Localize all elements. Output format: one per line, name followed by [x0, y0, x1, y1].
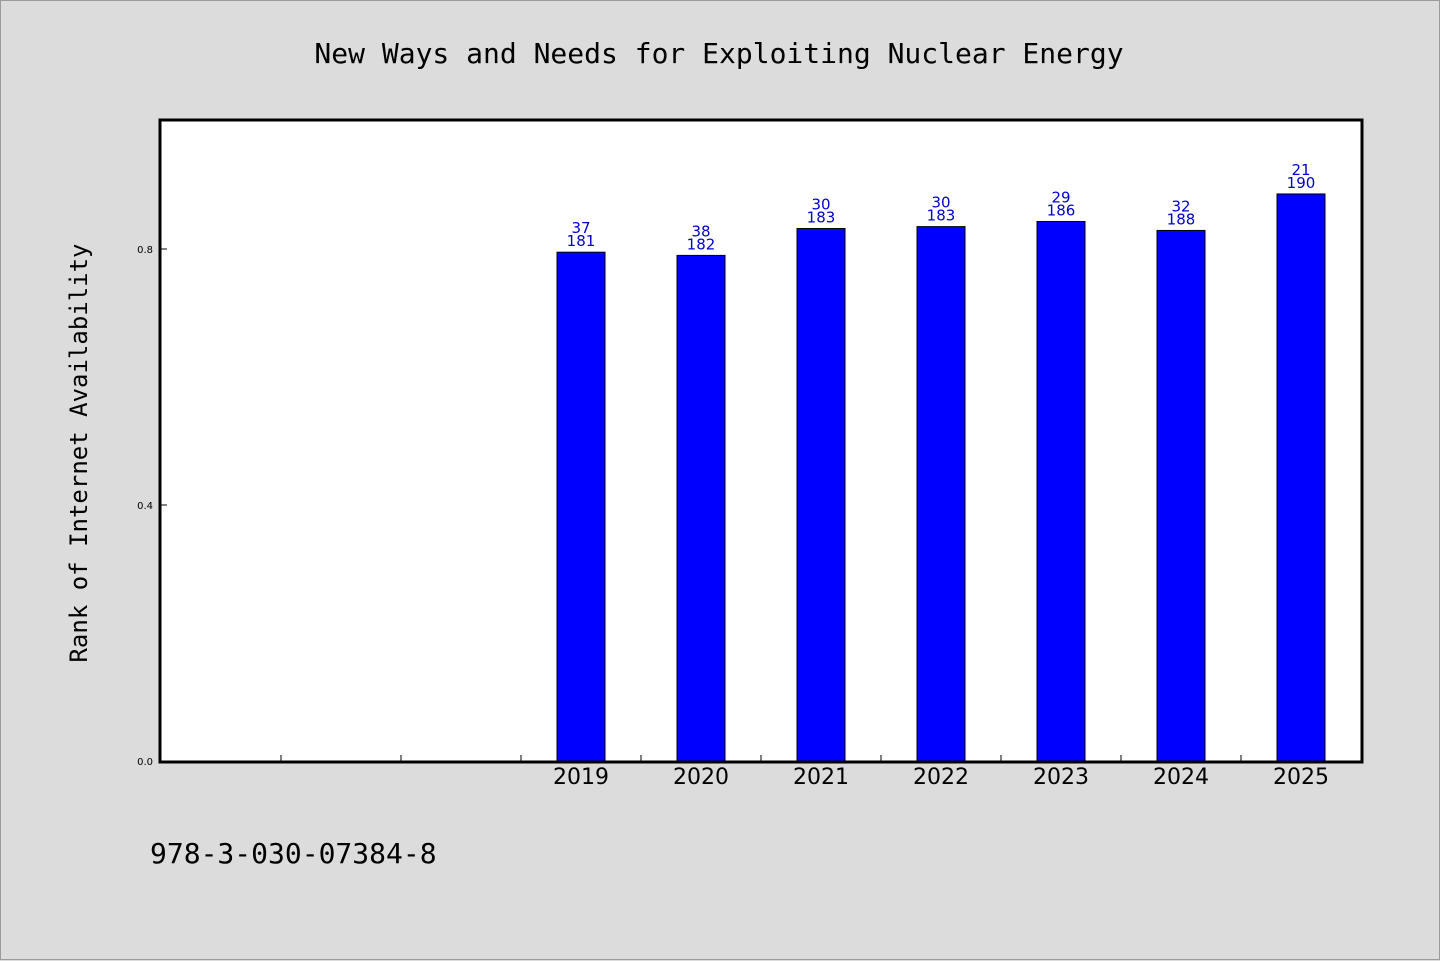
x-tick-label: 2019 — [553, 765, 609, 790]
bar — [676, 254, 726, 762]
bar-label-top: 32 — [1171, 197, 1190, 215]
bar-label-bottom: 182 — [687, 235, 716, 253]
bar-label-bottom: 183 — [927, 207, 956, 225]
bar — [1036, 220, 1086, 762]
bar — [916, 226, 966, 762]
bar-label-bottom: 181 — [567, 232, 596, 250]
bar — [796, 228, 846, 762]
bar-label-top: 29 — [1051, 188, 1070, 206]
x-axis: 2019 2020 2021 2022 2023 2024 2025 — [280, 755, 1329, 790]
x-tick-label: 2024 — [1153, 765, 1209, 790]
bar — [556, 251, 606, 762]
chart-title: New Ways and Needs for Exploiting Nuclea… — [314, 37, 1123, 70]
bar-label-bottom: 188 — [1167, 210, 1196, 228]
bar-label-top: 30 — [811, 196, 830, 214]
y-tick-label: 0.8 — [137, 245, 153, 256]
isbn-footer: 978-3-030-07384-8 — [150, 837, 437, 870]
bar-label-top: 30 — [931, 194, 950, 212]
y-axis: 0.0 0.4 0.8 — [137, 245, 167, 768]
y-axis-label: Rank of Internet Availability — [65, 243, 93, 662]
bar-label-top: 21 — [1291, 161, 1310, 179]
bar-series — [556, 193, 1326, 762]
x-tick-label: 2021 — [793, 765, 849, 790]
bar-label-bottom: 186 — [1047, 201, 1076, 219]
bar-label-bottom: 183 — [807, 209, 836, 227]
bar — [1276, 193, 1326, 762]
x-tick-label: 2022 — [913, 765, 969, 790]
x-tick-label: 2025 — [1273, 765, 1329, 790]
bar-label-bottom: 190 — [1287, 174, 1316, 192]
y-tick-label: 0.0 — [137, 757, 153, 768]
bar-label-top: 38 — [691, 222, 710, 240]
x-tick-label: 2020 — [673, 765, 729, 790]
bar — [1156, 229, 1206, 762]
bar-label-top: 37 — [571, 219, 590, 237]
y-tick-label: 0.4 — [137, 501, 153, 512]
x-tick-label: 2023 — [1033, 765, 1089, 790]
